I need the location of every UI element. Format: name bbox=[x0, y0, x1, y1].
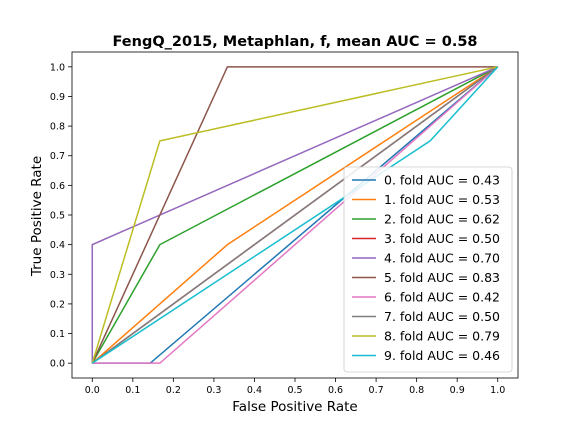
x-tick-label: 0.3 bbox=[206, 385, 221, 396]
legend-label-fold-9: 9. fold AUC = 0.46 bbox=[384, 348, 500, 363]
y-axis-label: True Positive Rate bbox=[29, 156, 45, 277]
y-tick-label: 0.1 bbox=[50, 329, 65, 340]
roc-line-fold-4 bbox=[91, 66, 499, 364]
roc-line-fold-6 bbox=[92, 66, 499, 364]
legend-label-fold-1: 1. fold AUC = 0.53 bbox=[384, 192, 500, 207]
y-tick-label: 0.4 bbox=[50, 240, 65, 251]
x-tick-label: 1.0 bbox=[490, 385, 505, 396]
y-tick-label: 0.5 bbox=[50, 211, 65, 222]
legend-box bbox=[343, 166, 513, 373]
legend-label-fold-0: 0. fold AUC = 0.43 bbox=[384, 173, 500, 188]
roc-line-fold-5 bbox=[91, 66, 498, 364]
x-axis-label: False Positive Rate bbox=[232, 399, 357, 415]
legend-label-fold-4: 4. fold AUC = 0.70 bbox=[384, 251, 500, 266]
y-tick-label: 0.8 bbox=[50, 122, 65, 133]
roc-line-fold-9 bbox=[91, 66, 499, 364]
x-tick-label: 0.8 bbox=[409, 385, 424, 396]
x-tick-label: 0.4 bbox=[247, 385, 262, 396]
x-tick-label: 0.5 bbox=[287, 385, 302, 396]
legend-label-fold-8: 8. fold AUC = 0.79 bbox=[384, 329, 500, 344]
roc-line-fold-8 bbox=[91, 66, 498, 364]
y-tick-label: 0.6 bbox=[50, 181, 65, 192]
legend-label-fold-5: 5. fold AUC = 0.83 bbox=[384, 270, 500, 285]
y-tick-label: 0.3 bbox=[50, 270, 65, 281]
y-tick-label: 0.2 bbox=[50, 299, 65, 310]
y-tick-label: 0.9 bbox=[50, 92, 65, 103]
x-tick-label: 0.1 bbox=[125, 385, 140, 396]
x-tick-label: 0.0 bbox=[85, 385, 100, 396]
chart-title: FengQ_2015, Metaphlan, f, mean AUC = 0.5… bbox=[112, 34, 477, 50]
plot-frame bbox=[71, 51, 519, 379]
x-tick-label: 0.6 bbox=[328, 385, 343, 396]
legend-label-fold-6: 6. fold AUC = 0.42 bbox=[384, 290, 500, 305]
plot-area: 0.0 0.1 0.2 0.3 0.4 0.5 0.6 0.7 0.8 0.9 1.0 0.0 0.1 0… bbox=[50, 51, 519, 396]
x-tick-label: 0.9 bbox=[450, 385, 465, 396]
x-tick-label: 0.7 bbox=[369, 385, 384, 396]
roc-line-fold-1 bbox=[91, 66, 499, 364]
x-tick-label: 0.2 bbox=[166, 385, 181, 396]
y-tick-label: 1.0 bbox=[50, 62, 65, 73]
y-tick-label: 0.0 bbox=[50, 359, 65, 370]
roc-line-fold-2 bbox=[91, 66, 499, 364]
legend-label-fold-3: 3. fold AUC = 0.50 bbox=[384, 231, 500, 246]
legend-label-fold-2: 2. fold AUC = 0.62 bbox=[384, 212, 500, 227]
legend-label-fold-7: 7. fold AUC = 0.50 bbox=[384, 309, 500, 324]
y-tick-label: 0.7 bbox=[50, 151, 65, 162]
roc-line-fold-7 bbox=[91, 66, 499, 364]
